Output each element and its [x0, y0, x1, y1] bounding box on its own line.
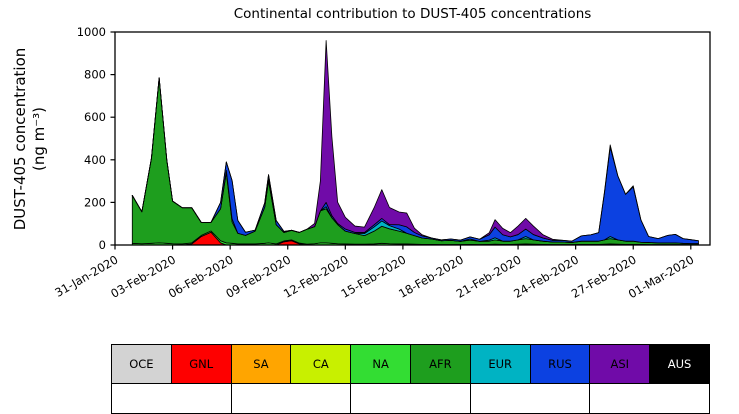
- legend-second-row: [111, 384, 710, 414]
- y-tick-label: 600: [84, 110, 106, 124]
- legend-second-row-cell: [469, 384, 590, 413]
- legend-cell-na: NA: [350, 345, 410, 383]
- legend-label-eur: EUR: [488, 357, 513, 371]
- legend-cell-aus: AUS: [649, 345, 709, 383]
- figure: Continental contribution to DUST-405 con…: [11, 6, 711, 414]
- legend-second-row-cell: [230, 384, 351, 413]
- legend-cell-sa: SA: [230, 345, 291, 383]
- legend: OCE GNL SA CA NA AFR EUR RUS ASI AUS: [111, 344, 710, 384]
- legend-second-row-cell: [589, 384, 709, 413]
- y-tick-label: 0: [99, 238, 106, 252]
- legend-label-oce: OCE: [129, 357, 154, 371]
- x-tick-label: 01-Mar-2020: [626, 252, 696, 301]
- legend-label-gnl: GNL: [189, 357, 214, 371]
- legend-label-afr: AFR: [429, 357, 452, 371]
- chart-title: Continental contribution to DUST-405 con…: [233, 6, 592, 22]
- y-tick-label: 400: [84, 153, 106, 167]
- legend-cell-eur: EUR: [469, 345, 530, 383]
- legend-cell-afr: AFR: [409, 345, 470, 383]
- legend-cell-oce: OCE: [112, 345, 171, 383]
- y-tick-label: 200: [84, 195, 106, 209]
- legend-label-sa: SA: [253, 357, 269, 371]
- legend-label-ca: CA: [312, 357, 329, 371]
- legend-label-na: NA: [372, 357, 389, 371]
- legend-label-rus: RUS: [548, 357, 572, 371]
- y-tick-label: 1000: [77, 25, 106, 39]
- legend-label-asi: ASI: [610, 357, 630, 371]
- legend-label-aus: AUS: [667, 357, 692, 371]
- y-tick-label: 800: [84, 68, 106, 82]
- legend-cell-gnl: GNL: [170, 345, 231, 383]
- legend-second-row-cell: [112, 384, 231, 413]
- legend-cell-ca: CA: [290, 345, 351, 383]
- legend-second-row-cell: [350, 384, 470, 413]
- legend-cell-asi: ASI: [589, 345, 650, 383]
- stacked-area-chart: 0200400600800100031-Jan-202003-Feb-20200…: [52, 25, 711, 301]
- legend-cell-rus: RUS: [529, 345, 590, 383]
